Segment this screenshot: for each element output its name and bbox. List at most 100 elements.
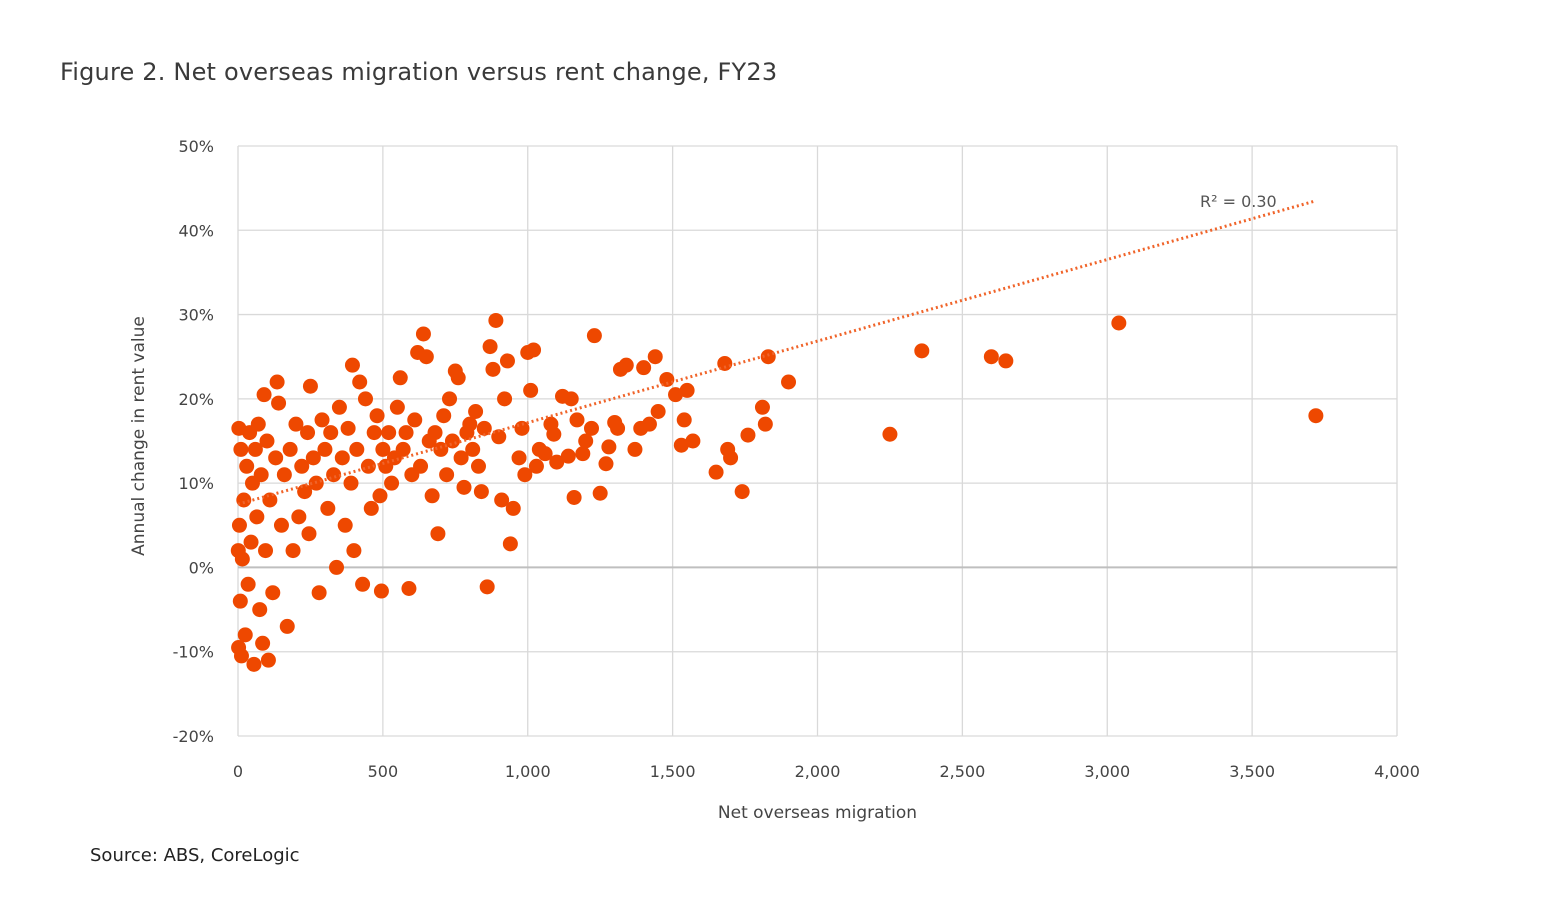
data-point [650,404,666,419]
trendline [237,199,1317,506]
data-point [271,395,287,411]
data-point [528,458,544,474]
data-point [754,399,770,415]
data-point [1111,315,1127,331]
data-point [331,399,347,415]
data-point [505,500,521,516]
data-point [249,509,265,525]
data-point [479,579,495,595]
data-point [549,454,565,470]
x-tick-label: 1,000 [505,762,551,781]
data-point [337,517,353,533]
data-point [269,374,285,390]
data-point [882,426,898,442]
data-point [320,500,336,516]
data-point [392,370,408,386]
data-point [352,374,368,390]
data-point [447,363,463,379]
data-point [555,388,571,404]
data-point [485,361,501,377]
data-point [517,467,533,483]
data-point [1308,408,1324,424]
data-point [297,484,313,500]
data-point [231,517,247,533]
data-point [543,416,559,432]
data-point [465,441,481,457]
data-point [279,618,295,634]
data-point [511,450,527,466]
x-tick-label: 500 [368,762,399,781]
data-point [389,399,405,415]
data-point [381,425,397,441]
data-point [636,360,652,376]
data-point [757,416,773,432]
data-point [914,343,930,359]
data-point [233,441,249,457]
data-point [401,581,417,596]
x-axis-title: Net overseas migration [718,803,917,823]
data-point [246,656,262,672]
data-point [384,475,400,491]
y-tick-label: 10% [178,474,214,493]
x-tick-label: 1,500 [650,762,696,781]
data-point [627,441,643,457]
data-point [247,441,263,457]
data-point [285,543,301,559]
data-point [240,576,256,592]
data-point [998,353,1014,369]
data-point [363,500,379,516]
data-point [668,387,684,403]
y-tick-label: -20% [173,727,214,746]
data-point [349,441,365,457]
x-tick-label: 3,500 [1229,762,1275,781]
data-point [375,441,391,457]
data-point [601,439,617,455]
data-point [442,391,458,407]
data-point [378,458,394,474]
y-tick-label: 20% [178,390,214,409]
data-point [607,414,623,430]
data-point [468,404,484,419]
y-axis-ticks: -20% -10% 0% 10% 20% 30% 40% 50% [173,137,214,746]
data-point [255,635,271,651]
data-point [575,446,591,462]
data-point [357,391,373,407]
data-point [294,458,310,474]
source-note: Source: ABS, CoreLogic [90,845,300,866]
data-point [502,536,518,552]
data-point [421,433,437,449]
grid-lines [237,145,1398,737]
data-point [740,427,756,443]
data-point [373,583,389,599]
data-point [676,412,692,428]
data-point [592,485,608,501]
data-point [499,353,515,369]
data-point [586,328,602,344]
data-point [578,433,594,449]
y-tick-label: 0% [189,558,214,577]
data-point [488,312,504,328]
data-point [265,585,281,601]
data-point [430,526,446,542]
data-point [317,441,333,457]
data-point [346,543,362,559]
y-tick-label: -10% [173,643,214,662]
data-point [494,492,510,508]
x-tick-label: 2,500 [939,762,985,781]
data-point [424,488,440,504]
data-point [302,378,318,394]
data-point [311,585,327,601]
data-point [566,489,582,505]
data-point [456,479,472,495]
x-tick-label: 2,000 [795,762,841,781]
x-axis-ticks: 0 500 1,000 1,500 2,000 2,500 3,000 3,500 4,000 [233,762,1420,781]
data-point [355,576,371,592]
data-point [569,412,585,428]
data-point [232,593,248,609]
data-point [781,374,797,390]
y-tick-label: 30% [178,306,214,325]
data-point [259,433,275,449]
y-axis-title: Annual change in rent value [129,316,149,556]
data-point [329,559,345,575]
y-tick-label: 40% [178,221,214,240]
